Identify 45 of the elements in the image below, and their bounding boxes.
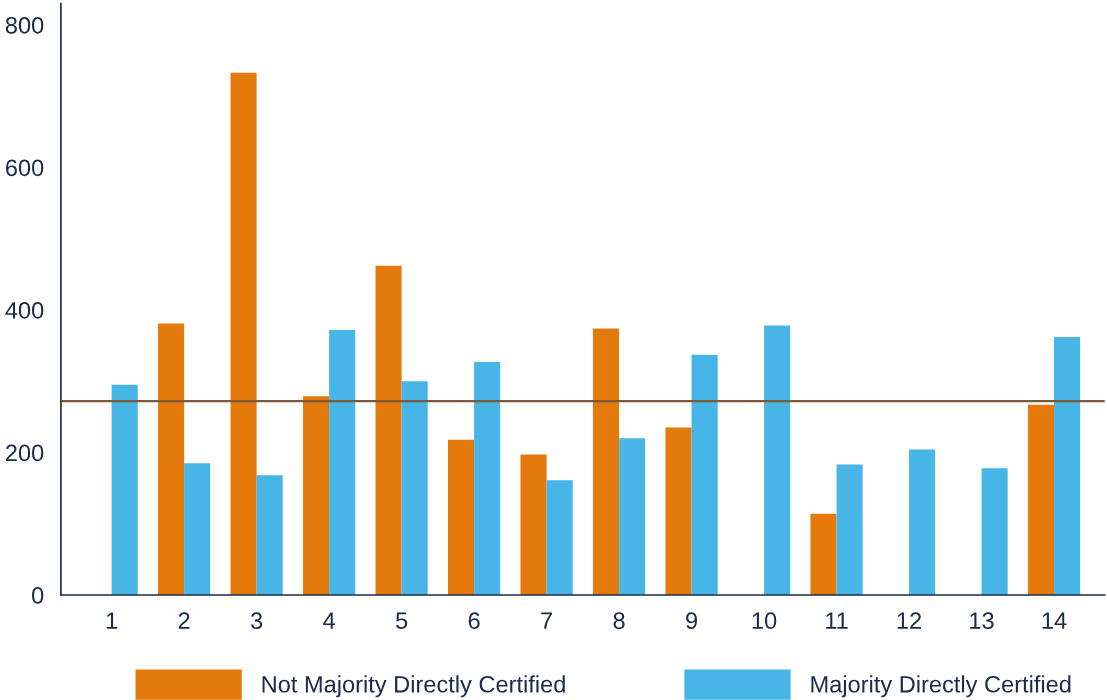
x-tick-label: 12: [897, 612, 921, 629]
y-tick-label: 400: [5, 302, 44, 319]
bar: [909, 449, 936, 595]
bar: [158, 323, 185, 595]
bar: [401, 381, 428, 595]
bar: [619, 438, 646, 595]
bar: [546, 480, 573, 595]
bar: [474, 361, 501, 595]
x-tick-label: 2: [178, 612, 190, 629]
bar: [329, 329, 356, 595]
x-tick-label: 6: [468, 612, 480, 630]
bar: [810, 513, 837, 595]
bar: [111, 384, 138, 595]
x-tick-label: 8: [613, 612, 625, 630]
y-tick-label: 800: [5, 16, 44, 34]
bar: [303, 396, 330, 595]
bar: [184, 463, 211, 595]
x-tick-label: 5: [395, 612, 408, 630]
bar: [665, 427, 692, 595]
x-tick-label: 3: [250, 612, 263, 630]
x-tick-label: 13: [970, 612, 994, 630]
bar: [448, 439, 475, 595]
bar: [592, 328, 620, 595]
bar: [256, 475, 283, 595]
bar: [836, 464, 863, 595]
legend-label: Not Majority Directly Certified: [262, 675, 565, 698]
x-tick-label: 14: [1042, 612, 1067, 629]
bar: [764, 325, 791, 595]
bar: [1054, 337, 1081, 595]
x-tick-label: 9: [686, 612, 698, 630]
x-tick-label: 1: [106, 612, 118, 629]
y-tick-label: 200: [6, 444, 44, 462]
bar: [691, 354, 718, 595]
legend-label: Majority Directly Certified: [811, 675, 1071, 698]
x-tick-label: 4: [323, 612, 335, 629]
bar: [230, 72, 257, 595]
y-tick-label: 0: [32, 587, 44, 604]
bar: [375, 265, 402, 595]
y-tick-label: 600: [6, 159, 44, 177]
x-tick-label: 7: [541, 612, 552, 629]
x-tick-label: 11: [826, 612, 848, 629]
x-tick-label: 10: [752, 612, 777, 630]
bar: [520, 454, 547, 595]
bar: [1027, 404, 1055, 595]
bar: [981, 468, 1008, 595]
